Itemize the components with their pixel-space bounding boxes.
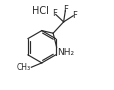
Text: HCl: HCl (31, 6, 48, 16)
Text: F: F (52, 9, 56, 18)
Text: F: F (71, 11, 76, 20)
Text: F: F (62, 5, 67, 14)
Text: CH₃: CH₃ (17, 63, 31, 72)
Text: NH₂: NH₂ (57, 48, 74, 57)
